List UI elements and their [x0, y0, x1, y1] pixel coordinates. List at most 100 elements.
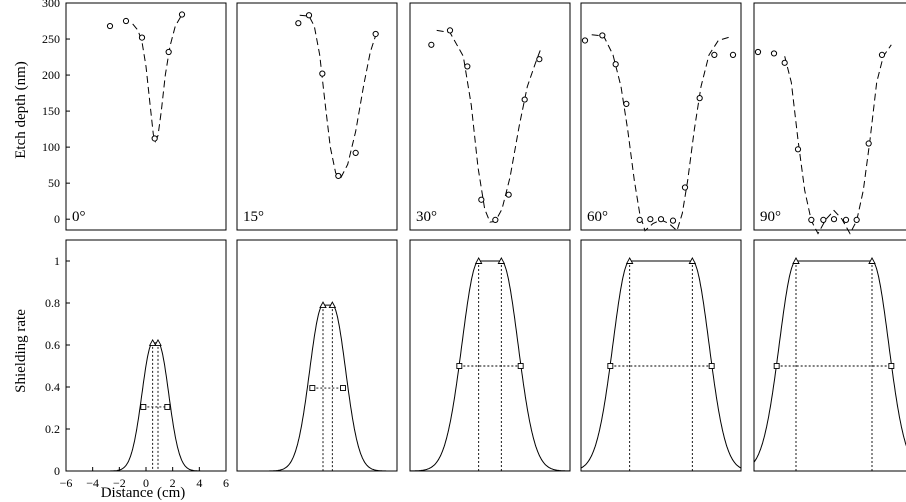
data-point — [335, 172, 342, 180]
x-tick-label: −2 — [113, 476, 126, 490]
y-tick-label: 0 — [54, 212, 60, 226]
y-tick-label: 1 — [54, 254, 60, 268]
peak-edge-marker — [148, 338, 157, 346]
data-point — [830, 216, 838, 223]
etch-depth-row: 0 50 100 150 200 250 300 0° 15° 30° 60° 90° — [42, 0, 906, 235]
half-max-marker — [340, 385, 346, 391]
panel-frame — [236, 2, 398, 231]
half-max-marker — [773, 363, 780, 369]
panel-frame — [409, 239, 571, 472]
shielding-curve — [580, 260, 742, 469]
data-point — [165, 48, 172, 56]
xlabel-distance: Distance (cm) — [101, 485, 186, 501]
data-point — [536, 56, 543, 63]
data-point — [372, 30, 379, 38]
shield-panel-3 — [580, 239, 742, 472]
data-point — [865, 140, 872, 147]
data-point — [151, 135, 158, 142]
x-tick-label: −6 — [60, 476, 73, 490]
shielding-curve — [409, 260, 571, 472]
half-max-marker — [517, 363, 524, 369]
shielding-curve — [753, 260, 906, 463]
etch-panel-0: 0 50 100 150 200 250 300 0° — [42, 0, 227, 231]
peak-edge-marker — [497, 257, 506, 264]
data-point — [878, 51, 886, 58]
data-point — [669, 217, 677, 224]
panel-frame — [65, 239, 227, 472]
data-point — [794, 146, 802, 153]
shield-panel-0: 0 0.2 0.4 0.6 0.8 1 −6 −4 −2 0 2 4 6 — [45, 239, 229, 490]
data-point — [696, 95, 703, 102]
x-tick-label: 2 — [170, 476, 176, 490]
data-point — [178, 11, 186, 18]
fit-curve — [299, 14, 377, 179]
y-tick-label: 0.8 — [45, 296, 60, 310]
panel-frame — [580, 239, 742, 472]
panel-frame — [753, 239, 906, 472]
data-point — [295, 20, 302, 27]
peak-edge-marker — [328, 301, 337, 309]
y-tick-label: 50 — [48, 176, 60, 190]
shielding-rate-row: 0 0.2 0.4 0.6 0.8 1 −6 −4 −2 0 2 4 6 — [45, 239, 906, 490]
data-point — [464, 63, 471, 70]
data-point — [781, 59, 788, 66]
shielding-curve — [66, 342, 226, 472]
data-point — [305, 12, 313, 19]
fit-curve — [591, 34, 731, 232]
y-tick-label: 300 — [42, 0, 60, 10]
peak-edge-marker — [474, 257, 483, 264]
data-point — [729, 51, 737, 58]
panel-frame — [753, 2, 906, 231]
etch-panel-3: 60° — [580, 2, 742, 232]
data-point — [106, 22, 114, 30]
half-max-marker — [309, 385, 316, 391]
etch-panel-1: 15° — [236, 2, 398, 231]
peak-edge-marker — [792, 257, 800, 264]
half-max-marker — [888, 363, 895, 369]
angle-label: 15° — [243, 209, 264, 225]
ylabel-shielding-rate: Shielding rate — [13, 309, 29, 393]
angle-label: 0° — [72, 209, 86, 225]
panel-frame — [409, 2, 571, 231]
data-point — [446, 27, 454, 34]
data-point — [122, 17, 130, 25]
shielding-curve — [237, 304, 397, 472]
y-tick-label: 0.6 — [45, 338, 60, 352]
data-point — [319, 70, 326, 77]
y-tick-label: 200 — [42, 68, 60, 82]
y-tick-label: 250 — [42, 32, 60, 46]
peak-edge-marker — [688, 257, 697, 264]
x-tick-label: 0 — [143, 476, 149, 490]
axis-labels: Etch depth (nm) Shielding rate Distance … — [13, 61, 185, 501]
data-point — [428, 41, 435, 48]
panel-frame — [580, 2, 742, 231]
shield-panel-2 — [409, 239, 571, 472]
data-point — [581, 37, 589, 44]
x-tick-label: −4 — [86, 476, 99, 490]
data-point — [478, 196, 485, 203]
data-point — [853, 216, 860, 224]
data-point — [681, 184, 689, 191]
data-point — [138, 34, 146, 41]
data-point — [636, 216, 643, 224]
data-point — [770, 50, 778, 57]
half-max-marker — [164, 404, 171, 410]
data-point — [842, 216, 850, 224]
data-point — [612, 61, 619, 68]
data-point — [808, 216, 815, 224]
half-max-marker — [607, 363, 614, 369]
x-tick-label: 6 — [223, 476, 229, 490]
data-point — [599, 32, 606, 39]
panel-frame — [236, 239, 398, 472]
peak-edge-marker — [154, 338, 162, 346]
fit-curve — [784, 44, 892, 235]
etch-panel-4: 90° — [753, 2, 906, 235]
data-point — [623, 100, 630, 107]
data-point — [647, 216, 654, 223]
panel-frame — [65, 2, 227, 231]
x-tick-label: 4 — [196, 476, 202, 490]
angle-label: 90° — [760, 209, 781, 225]
data-point — [657, 216, 665, 223]
angle-label: 60° — [587, 209, 608, 225]
